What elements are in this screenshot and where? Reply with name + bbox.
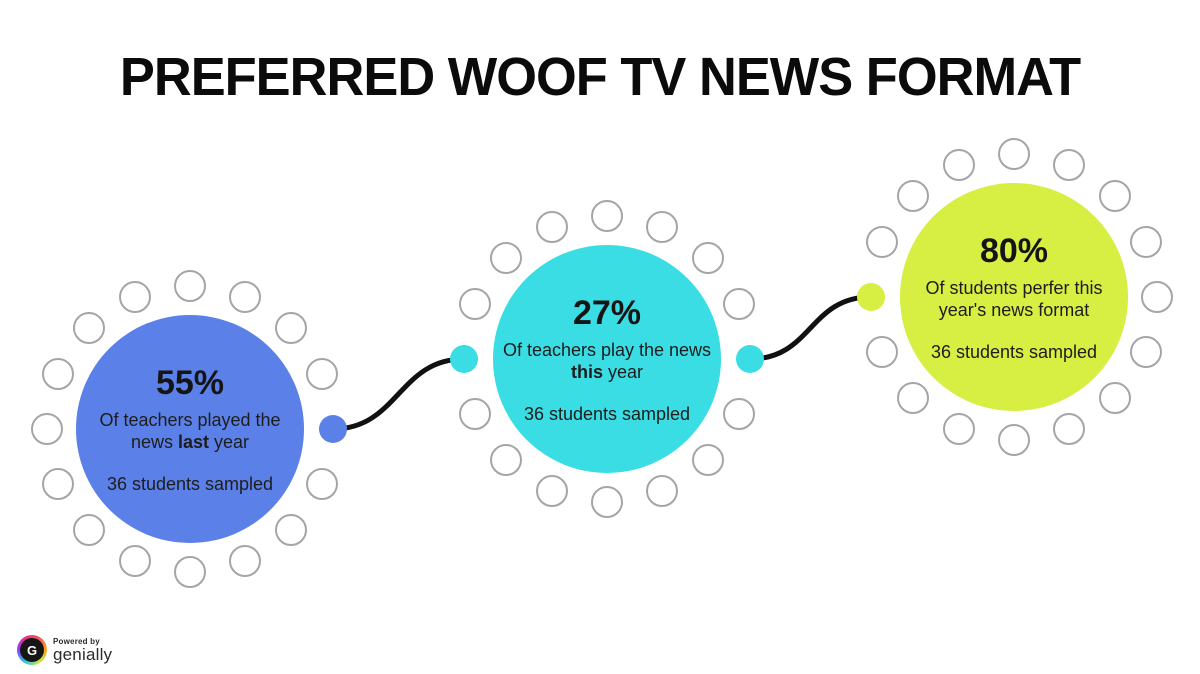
- bubble-circle: 27% Of teachers play the news this year …: [493, 245, 721, 473]
- stat-value: 27%: [572, 294, 642, 332]
- connector-dot-east: [736, 345, 764, 373]
- sample-note: 36 students sampled: [523, 404, 691, 424]
- decorative-circle: [692, 444, 725, 477]
- decorative-circle: [645, 210, 678, 243]
- decorative-circle: [1130, 335, 1163, 368]
- decorative-circle: [72, 514, 105, 547]
- decorative-circle: [1099, 382, 1132, 415]
- connector-curve-1: [330, 356, 467, 432]
- decorative-circle: [41, 467, 74, 500]
- stat-bubble-preferred-format: 80% Of students perfer this year's news …: [854, 137, 1174, 457]
- stat-bubble-last-year: 55% Of teachers played the news last yea…: [30, 269, 350, 589]
- desc-text: year: [209, 432, 250, 452]
- decorative-circle: [228, 545, 261, 578]
- decorative-circle: [1130, 226, 1163, 259]
- desc-text: year: [602, 362, 644, 382]
- stat-description: Of teachers played the news last year: [83, 409, 298, 453]
- desc-text: Of teachers play the news: [502, 340, 712, 360]
- decorative-circle: [943, 148, 976, 181]
- decorative-circle: [998, 424, 1030, 456]
- bubble-circle: 55% Of teachers played the news last yea…: [76, 315, 304, 543]
- decorative-circle: [174, 270, 206, 302]
- brand-name: genially: [53, 644, 113, 664]
- sample-note: 36 students sampled: [930, 342, 1098, 362]
- stat-description: Of students perfer this year's news form…: [907, 277, 1122, 321]
- desc-bold-word: last: [177, 432, 210, 452]
- connector-dot-west: [857, 283, 885, 311]
- decorative-circle: [119, 545, 152, 578]
- genially-g-icon: G: [17, 635, 47, 665]
- decorative-circle: [489, 241, 522, 274]
- decorative-circle: [896, 179, 929, 212]
- connector-curve-2: [747, 294, 874, 362]
- brand-text: Powered by genially: [53, 637, 112, 664]
- decorative-circle: [1099, 179, 1132, 212]
- decorative-circle: [998, 138, 1030, 170]
- stat-bubble-this-year: 27% Of teachers play the news this year …: [447, 199, 767, 519]
- decorative-circle: [536, 210, 569, 243]
- desc-text: Of students perfer this year's news form…: [925, 278, 1103, 320]
- decorative-circle: [306, 358, 339, 391]
- stat-description: Of teachers play the news this year: [500, 339, 715, 383]
- decorative-circle: [174, 556, 206, 588]
- desc-bold-word: this: [570, 362, 603, 382]
- decorative-circle: [645, 475, 678, 508]
- decorative-circle: [591, 486, 623, 518]
- decorative-circle: [458, 397, 491, 430]
- decorative-circle: [723, 397, 756, 430]
- genially-logo[interactable]: G Powered by genially: [17, 635, 112, 665]
- stat-value: 55%: [155, 364, 225, 402]
- page-title: PREFERRED WOOF TV NEWS FORMAT: [119, 47, 1081, 107]
- decorative-circle: [591, 200, 623, 232]
- decorative-circle: [306, 467, 339, 500]
- decorative-circle: [865, 335, 898, 368]
- stat-value: 80%: [979, 232, 1049, 270]
- desc-text: Of teachers played the news: [99, 410, 281, 452]
- genially-g-letter: G: [20, 638, 44, 662]
- decorative-circle: [692, 241, 725, 274]
- decorative-circle: [275, 514, 308, 547]
- decorative-circle: [896, 382, 929, 415]
- decorative-circle: [943, 413, 976, 446]
- decorative-circle: [1141, 281, 1173, 313]
- decorative-circle: [489, 444, 522, 477]
- decorative-circle: [72, 311, 105, 344]
- powered-by-label: Powered by: [53, 636, 100, 646]
- decorative-circle: [1052, 413, 1085, 446]
- connector-dot-east: [319, 415, 347, 443]
- decorative-circle: [1052, 148, 1085, 181]
- decorative-circle: [458, 288, 491, 321]
- connector-dot-west: [450, 345, 478, 373]
- decorative-circle: [536, 475, 569, 508]
- bubble-circle: 80% Of students perfer this year's news …: [900, 183, 1128, 411]
- decorative-circle: [119, 280, 152, 313]
- decorative-circle: [228, 280, 261, 313]
- decorative-circle: [41, 358, 74, 391]
- decorative-circle: [723, 288, 756, 321]
- decorative-circle: [275, 311, 308, 344]
- decorative-circle: [865, 226, 898, 259]
- sample-note: 36 students sampled: [106, 474, 274, 494]
- decorative-circle: [31, 413, 63, 445]
